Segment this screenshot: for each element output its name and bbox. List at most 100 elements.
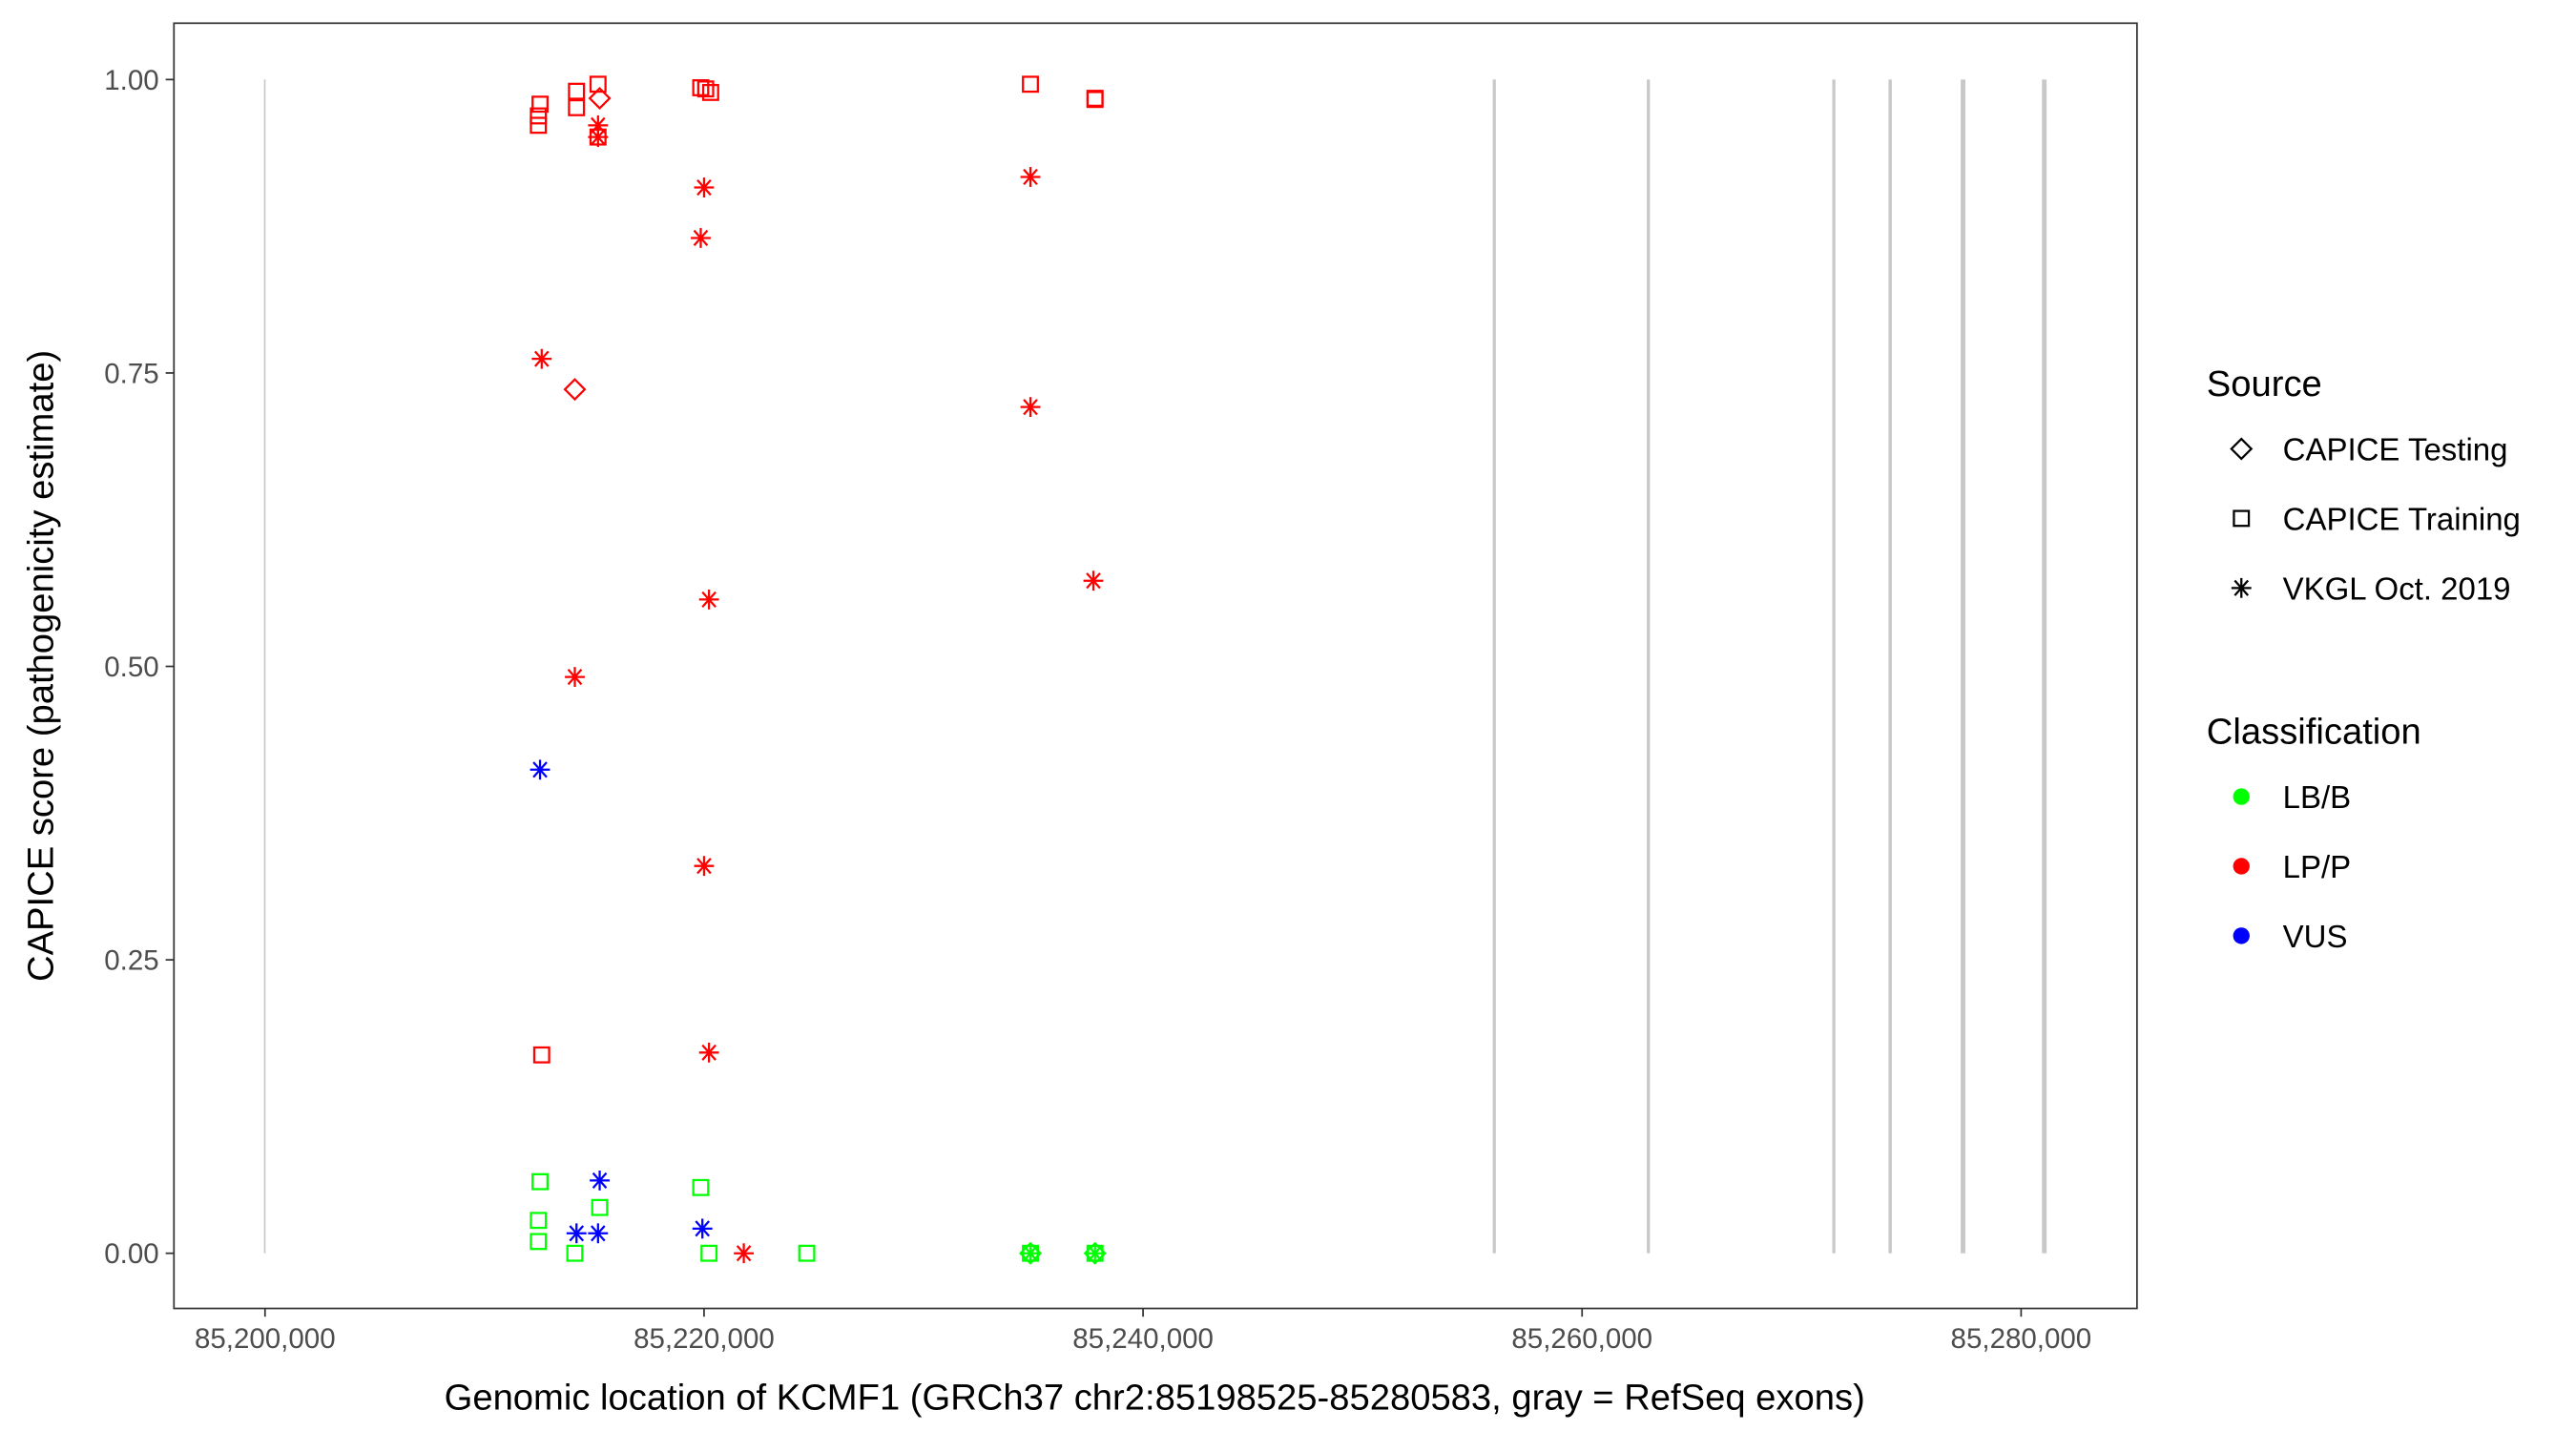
square-marker	[568, 82, 586, 100]
data-point	[565, 667, 585, 688]
square-marker	[530, 1212, 548, 1230]
diamond-marker	[2230, 437, 2254, 461]
square-marker	[2233, 509, 2251, 528]
diamond-marker	[588, 87, 612, 111]
y-tick-label: 0.50	[104, 652, 158, 683]
asterisk-stroke	[591, 116, 606, 134]
data-point	[692, 1218, 713, 1239]
data-point	[531, 95, 549, 114]
exon-bar	[1961, 79, 1965, 1254]
x-axis-label: Genomic location of KCMF1 (GRCh37 chr2:8…	[445, 1377, 1865, 1418]
data-point	[1019, 1241, 1043, 1265]
square-marker	[692, 1178, 710, 1196]
data-point	[1085, 1243, 1106, 1264]
asterisk-stroke	[701, 1044, 717, 1061]
square-marker	[1086, 91, 1104, 109]
data-point	[1020, 167, 1041, 187]
y-axis-label: CAPICE score (pathogenicity estimate)	[21, 350, 62, 982]
square-marker	[532, 1046, 551, 1064]
x-tick-label: 85,220,000	[634, 1323, 775, 1355]
data-point	[1022, 75, 1039, 93]
asterisk-stroke	[693, 229, 709, 247]
data-point	[566, 1244, 584, 1262]
data-point	[1083, 570, 1104, 591]
data-point	[691, 228, 711, 248]
data-point	[568, 82, 586, 100]
data-point	[1086, 91, 1104, 109]
square-marker	[531, 1172, 549, 1191]
data-point	[588, 1223, 609, 1244]
data-point	[1083, 1241, 1107, 1265]
data-point	[692, 79, 710, 96]
data-point	[531, 1172, 549, 1191]
data-point	[694, 856, 715, 877]
legend-label: CAPICE Testing	[2283, 432, 2508, 467]
asterisk-stroke	[736, 1245, 752, 1262]
plot-panel	[173, 22, 2138, 1310]
asterisk-stroke	[696, 178, 712, 197]
exon-bar	[1647, 79, 1651, 1254]
asterisk-stroke	[1023, 168, 1038, 186]
data-point	[698, 1042, 719, 1063]
asterisk-stroke	[591, 129, 606, 146]
x-tick-label: 85,280,000	[1951, 1323, 2092, 1355]
data-point	[694, 177, 715, 197]
exon-bar	[1492, 79, 1496, 1254]
data-point	[532, 1046, 551, 1064]
square-marker	[530, 107, 548, 125]
x-tick-label: 85,260,000	[1511, 1323, 1652, 1355]
asterisk-stroke	[592, 1172, 608, 1189]
legend-label: VKGL Oct. 2019	[2283, 570, 2511, 606]
data-point	[563, 378, 587, 402]
square-marker	[1022, 75, 1039, 93]
asterisk-stroke	[567, 669, 583, 686]
data-point	[692, 1178, 710, 1196]
asterisk-stroke	[569, 1225, 585, 1242]
data-point	[531, 348, 552, 369]
legend-title-source: Source	[2207, 363, 2322, 404]
legend-title-classification: Classification	[2207, 712, 2421, 753]
data-point	[591, 1198, 609, 1216]
legend-dot-LPP	[2233, 858, 2250, 875]
data-point	[588, 87, 612, 111]
data-point	[589, 75, 607, 93]
data-point	[530, 759, 551, 780]
legend-dot-VUS	[2233, 927, 2250, 944]
square-marker	[568, 98, 586, 116]
data-point	[568, 98, 586, 116]
asterisk-stroke	[1086, 572, 1101, 590]
asterisk-stroke	[701, 591, 717, 608]
asterisk-stroke	[591, 1225, 606, 1242]
legend: Source Classification CAPICE Testing CAPI…	[2207, 363, 2521, 954]
asterisk-stroke	[695, 1220, 710, 1237]
legend-label: CAPICE Training	[2283, 502, 2521, 537]
square-marker	[530, 116, 548, 135]
legend-dot-LBB	[2233, 788, 2250, 805]
asterisk-stroke	[533, 350, 550, 367]
square-marker	[530, 1233, 548, 1251]
data-point	[566, 1223, 587, 1244]
exon-bar	[1832, 79, 1836, 1254]
data-point	[1020, 1243, 1041, 1264]
asterisk-stroke	[696, 858, 712, 875]
data-point	[700, 1244, 718, 1262]
data-point	[530, 107, 548, 125]
data-point	[696, 80, 715, 98]
data-point	[701, 83, 719, 101]
diamond-marker	[1083, 1241, 1107, 1265]
square-marker	[692, 79, 710, 96]
x-tick-label: 85,240,000	[1072, 1323, 1214, 1355]
data-point	[530, 1233, 548, 1251]
data-point	[588, 127, 609, 148]
square-marker	[701, 83, 719, 101]
exon-bar	[263, 79, 266, 1254]
asterisk-stroke	[1023, 399, 1038, 416]
x-tick-label: 85,200,000	[195, 1323, 336, 1355]
square-marker	[566, 1244, 584, 1262]
data-point	[1020, 397, 1041, 418]
legend-label: VUS	[2283, 919, 2348, 954]
y-tick-label: 0.00	[104, 1238, 158, 1270]
y-tick-label: 1.00	[104, 65, 158, 96]
exon-bar	[2042, 79, 2047, 1254]
